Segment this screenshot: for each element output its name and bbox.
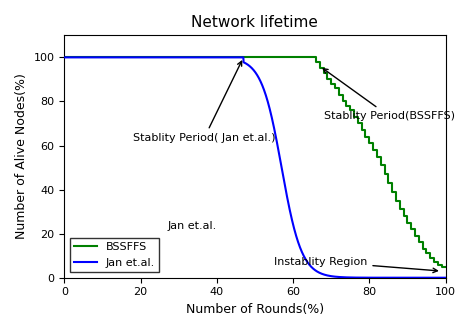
Title: Network lifetime: Network lifetime [191, 15, 319, 30]
BSSFFS [424, 252, 429, 256]
BSSFFS [62, 55, 67, 59]
Jan et.al. [432, 276, 438, 280]
Legend: BSSFFS, Jan et.al.: BSSFFS, Jan et.al. [70, 238, 159, 272]
Y-axis label: Number of Alive Nodes(%): Number of Alive Nodes(%) [15, 73, 28, 239]
BSSFFS [431, 256, 437, 260]
Jan et.al. [362, 276, 367, 280]
Jan et.al. [431, 276, 437, 280]
Jan et.al. [247, 64, 253, 68]
BSSFFS [439, 265, 445, 269]
X-axis label: Number of Rounds(%): Number of Rounds(%) [186, 303, 324, 316]
Jan et.al. [237, 55, 242, 59]
Jan et.al. [443, 276, 448, 280]
Line: Jan et.al.: Jan et.al. [64, 57, 446, 278]
Text: Stablity Period(BSSFFS): Stablity Period(BSSFFS) [323, 69, 455, 121]
Jan et.al. [81, 55, 87, 59]
BSSFFS [351, 115, 357, 119]
Text: Stablity Period( Jan et.al.): Stablity Period( Jan et.al.) [133, 61, 275, 143]
Text: Instablity Region: Instablity Region [274, 257, 438, 273]
Text: Jan et.al.: Jan et.al. [167, 221, 217, 231]
BSSFFS [443, 265, 448, 269]
BSSFFS [420, 247, 426, 251]
BSSFFS [336, 93, 342, 97]
BSSFFS [374, 155, 380, 159]
Line: BSSFFS: BSSFFS [64, 57, 446, 267]
Jan et.al. [62, 55, 67, 59]
